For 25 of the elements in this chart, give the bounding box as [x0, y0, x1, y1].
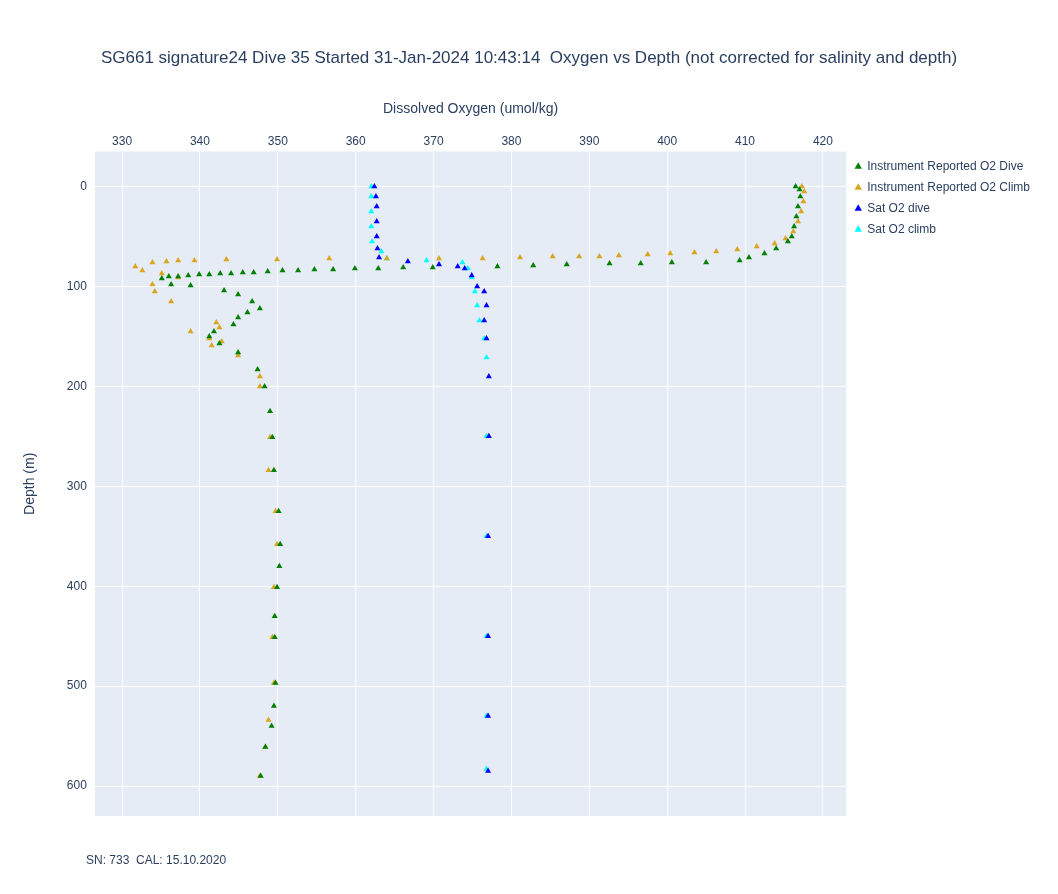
x-tick-label: 420: [812, 133, 834, 148]
y-tick-label: 0: [80, 178, 88, 193]
x-tick-label: 380: [501, 133, 522, 148]
y-tick-label: 500: [66, 678, 88, 693]
chart-title: SG661 signature24 Dive 35 Started 31-Jan-2024 10:43:14 Oxygen vs Depth (not corrected for salinity and depth): [100, 47, 958, 67]
x-tick-label: 360: [345, 133, 367, 148]
x-tick-label: 390: [579, 133, 600, 148]
x-tick-label: 330: [112, 133, 133, 148]
x-tick-label: 370: [423, 133, 444, 148]
legend-label: Instrument Reported O2 Dive: [867, 158, 1024, 173]
y-tick-label: 600: [66, 778, 88, 793]
y-tick-label: 200: [66, 378, 88, 393]
y-axis-title: Depth (m): [21, 452, 38, 515]
y-tick-label: 400: [66, 578, 88, 593]
x-tick-label: 340: [189, 133, 211, 148]
x-tick-label: 410: [735, 133, 756, 148]
x-tick-label: 350: [267, 133, 289, 148]
x-axis-title: Dissolved Oxygen (umol/kg): [383, 99, 559, 116]
y-tick-label: 300: [66, 478, 88, 493]
y-tick-label: 100: [66, 278, 88, 293]
legend-label: Instrument Reported O2 Climb: [867, 179, 1031, 194]
x-tick-label: 400: [657, 133, 678, 148]
legend-label: Sat O2 climb: [867, 221, 937, 236]
text: SN: 733 CAL: 15.10.2020: [86, 853, 227, 867]
legend-label: Sat O2 dive: [867, 200, 931, 215]
